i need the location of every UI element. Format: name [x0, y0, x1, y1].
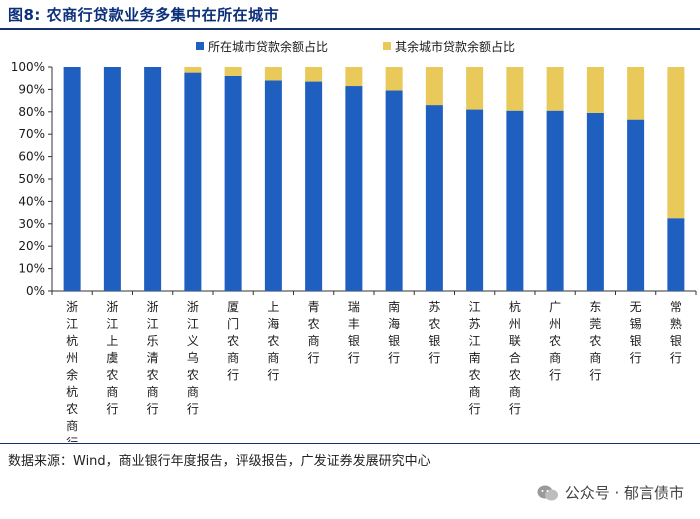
- category-label: 广州农商行: [549, 300, 561, 382]
- bar-local-5: [224, 75, 242, 292]
- bar-local-16: [667, 218, 685, 291]
- title-divider: [0, 28, 700, 30]
- category-label: 青农商行: [308, 300, 320, 365]
- watermark: 公众号 · 郁言债市: [537, 482, 684, 503]
- category-label: 上海农商行: [267, 300, 279, 382]
- bar-local-8: [345, 86, 363, 291]
- y-tick-label: 0%: [26, 284, 45, 298]
- bar-other-7: [305, 67, 323, 82]
- category-label: 东莞农商行: [589, 300, 601, 382]
- bar-local-14: [586, 112, 604, 291]
- bar-other-15: [627, 67, 645, 120]
- bar-local-11: [466, 109, 484, 291]
- bar-other-16: [667, 67, 685, 219]
- wechat-icon: [537, 485, 558, 500]
- bar-other-9: [385, 67, 403, 91]
- legend: 所在城市贷款余额占比 其余城市贷款余额占比: [196, 39, 515, 54]
- y-tick-label: 100%: [11, 60, 45, 74]
- y-tick-label: 20%: [18, 239, 45, 253]
- category-label: 常熟银行: [670, 300, 682, 365]
- bar-other-14: [586, 67, 604, 113]
- legend-label-2: 其余城市贷款余额占比: [395, 39, 515, 54]
- category-label: 厦门农商行: [227, 300, 239, 382]
- bar-local-3: [144, 67, 162, 291]
- bar-other-12: [506, 67, 524, 111]
- bar-other-4: [184, 67, 202, 73]
- bar-local-10: [425, 105, 443, 291]
- bars: [63, 67, 685, 292]
- bar-other-13: [546, 67, 564, 111]
- y-tick-label: 50%: [18, 172, 45, 186]
- category-label: 无锡银行: [630, 300, 642, 365]
- source-note: 数据来源：Wind，商业银行年度报告，评级报告，广发证券发展研究中心: [8, 454, 431, 469]
- category-labels: 浙江杭州余杭农商行 浙江上虞农商行 浙江乐清农商行 浙江义乌农商行 厦门农商行 上海农商行…: [66, 299, 682, 442]
- y-tick-label: 80%: [18, 105, 45, 119]
- y-tick-label: 30%: [18, 217, 45, 231]
- bar-other-11: [466, 67, 484, 110]
- bar-local-6: [264, 80, 282, 291]
- bottom-divider: [0, 443, 700, 444]
- bar-local-4: [184, 72, 202, 291]
- category-label: 浙江上虞农商行: [106, 300, 118, 416]
- y-tick-label: 40%: [18, 194, 45, 208]
- watermark-text: 公众号 · 郁言债市: [564, 484, 684, 502]
- category-label: 江苏江南农商行: [469, 300, 481, 416]
- y-tick-label: 70%: [18, 127, 45, 141]
- bar-local-9: [385, 90, 403, 291]
- category-label: 瑞丰银行: [348, 300, 360, 365]
- bar-other-10: [425, 67, 443, 106]
- bar-other-8: [345, 67, 363, 87]
- legend-swatch-1: [196, 42, 204, 50]
- bar-local-15: [627, 119, 645, 291]
- bar-local-1: [63, 67, 81, 291]
- bar-local-2: [103, 67, 121, 291]
- y-tick-labels: 0% 10% 20% 30% 40% 50% 60% 70% 80% 90% 100%: [11, 60, 45, 298]
- bar-local-7: [305, 81, 323, 291]
- bar-local-12: [506, 110, 524, 292]
- category-label: 杭州联合农商行: [509, 299, 521, 416]
- bar-local-13: [546, 110, 564, 292]
- bar-other-6: [264, 67, 282, 81]
- stacked-bar-chart: 所在城市贷款余额占比 其余城市贷款余额占比 0% 10% 20% 30% 40% 50% 60…: [11, 39, 697, 442]
- y-tick-label: 90%: [18, 82, 45, 96]
- category-label: 浙江杭州余杭农商行: [66, 300, 78, 442]
- category-label: 苏农银行: [428, 300, 440, 365]
- legend-swatch-2: [383, 42, 391, 50]
- y-tick-label: 60%: [18, 150, 45, 164]
- bar-other-5: [224, 67, 242, 76]
- figure-title: 图8: 农商行贷款业务多集中在所在城市: [8, 6, 280, 24]
- category-label: 南海银行: [388, 299, 400, 365]
- y-tick-label: 10%: [18, 262, 45, 276]
- legend-label-1: 所在城市贷款余额占比: [208, 39, 328, 54]
- category-label: 浙江乐清农商行: [147, 300, 159, 416]
- category-label: 浙江义乌农商行: [187, 300, 199, 416]
